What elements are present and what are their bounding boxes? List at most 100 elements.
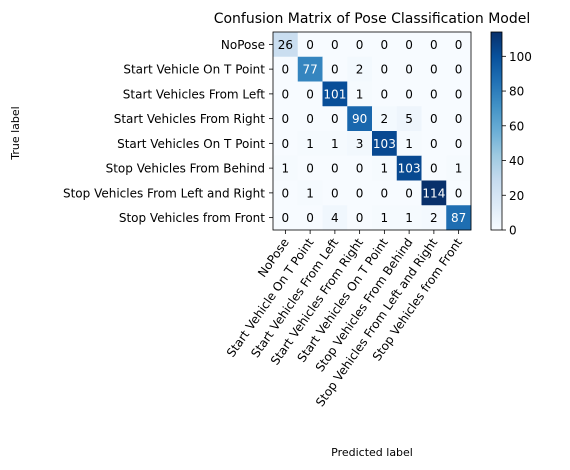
cell-value: 0: [282, 112, 290, 126]
matrix-cell: [347, 56, 373, 82]
cell-value: 2: [381, 112, 389, 126]
cell-value: 0: [306, 112, 314, 126]
matrix-cell: [446, 131, 472, 157]
matrix-cell: [347, 106, 373, 132]
cell-value: 0: [405, 63, 413, 77]
cell-value: 0: [405, 186, 413, 200]
cell-value: 0: [356, 38, 364, 52]
cell-value: 0: [331, 112, 339, 126]
cell-value: 0: [405, 38, 413, 52]
cell-value: 0: [306, 38, 314, 52]
cell-value: 0: [430, 112, 438, 126]
cell-value: 0: [381, 63, 389, 77]
colorbar-tick-label: 60: [509, 119, 524, 133]
cell-value: 0: [455, 137, 463, 151]
cell-value: 0: [306, 211, 314, 225]
cell-value: 0: [381, 87, 389, 101]
colorbar-tick-label: 100: [509, 50, 532, 64]
y-tick-label: Stop Vehicles from Front: [119, 211, 265, 225]
cell-value: 1: [282, 162, 290, 176]
cell-value: 0: [331, 186, 339, 200]
matrix-cell: [446, 180, 472, 206]
matrix-cell: [446, 56, 472, 82]
cell-value: 0: [282, 137, 290, 151]
cell-value: 0: [455, 38, 463, 52]
matrix-cell: [347, 205, 373, 231]
cell-value: 1: [405, 211, 413, 225]
cell-value: 101: [323, 87, 346, 101]
y-tick-label: Start Vehicles From Left: [123, 87, 266, 101]
matrix-cell: [421, 32, 447, 58]
cell-value: 0: [331, 63, 339, 77]
cell-value: 0: [306, 162, 314, 176]
cell-value: 0: [331, 162, 339, 176]
matrix-cell: [273, 180, 299, 206]
matrix-cell: [322, 180, 348, 206]
matrix-cell: [446, 81, 472, 107]
matrix-cell: [372, 32, 398, 58]
matrix-cell: [396, 81, 422, 107]
cell-value: 1: [381, 211, 389, 225]
matrix-cell: [322, 106, 348, 132]
cell-value: 77: [302, 63, 317, 77]
matrix-cell: [396, 205, 422, 231]
cell-value: 0: [455, 87, 463, 101]
cell-value: 1: [306, 137, 314, 151]
cell-value: 0: [356, 162, 364, 176]
y-tick-label: Start Vehicles On T Point: [117, 137, 265, 151]
matrix-cell: [396, 155, 422, 181]
cell-value: 0: [430, 63, 438, 77]
matrix-cell: [421, 81, 447, 107]
matrix-cell: [273, 131, 299, 157]
matrix-cell: [396, 131, 422, 157]
matrix-area: 26 0 0 0 0 0 0 00 77 0 2 0 0 0 00 0 101 1 0 0 0 00 0 0 90 2 5 0 00 1 1…: [272, 31, 472, 231]
matrix-frame: [272, 31, 472, 231]
cell-value: 103: [373, 137, 396, 151]
cell-value: 3: [356, 137, 364, 151]
cell-value: 0: [430, 137, 438, 151]
cell-value: 87: [451, 211, 466, 225]
cell-value: 90: [352, 112, 367, 126]
cell-value: 0: [455, 186, 463, 200]
y-tick-label: Stop Vehicles From Left and Right: [63, 186, 265, 200]
matrix-cell: [372, 205, 398, 231]
matrix-cell: [446, 32, 472, 58]
matrix-cell: [273, 205, 299, 231]
cell-value: 0: [455, 63, 463, 77]
matrix-cell: [297, 56, 323, 82]
matrix-cell: [396, 106, 422, 132]
matrix-cell: [396, 180, 422, 206]
colorbar-tick-label: 20: [509, 189, 524, 203]
matrix-cell: [421, 106, 447, 132]
matrix-cell: [273, 81, 299, 107]
matrix-cell: [347, 81, 373, 107]
matrix-cell: [297, 180, 323, 206]
matrix-cell: [421, 56, 447, 82]
cell-value: 1: [306, 186, 314, 200]
cell-value: 1: [356, 87, 364, 101]
matrix-cell: [322, 32, 348, 58]
matrix-cell: [347, 131, 373, 157]
matrix-cell: [372, 131, 398, 157]
cell-value: 1: [455, 162, 463, 176]
cell-value: 5: [405, 112, 413, 126]
cell-value: 0: [282, 63, 290, 77]
cell-value: 0: [356, 186, 364, 200]
matrix-cell: [421, 131, 447, 157]
cell-value: 2: [356, 63, 364, 77]
matrix-cell: [297, 32, 323, 58]
cell-value: 0: [405, 87, 413, 101]
matrix-cell: [347, 32, 373, 58]
matrix-cell: [297, 106, 323, 132]
cell-value: 0: [282, 87, 290, 101]
matrix-cell: [273, 155, 299, 181]
cell-value: 0: [430, 87, 438, 101]
cell-value: 1: [381, 162, 389, 176]
matrix-cell: [372, 155, 398, 181]
y-tick-label: NoPose: [221, 38, 265, 52]
cell-value: 0: [430, 38, 438, 52]
cell-value: 0: [381, 38, 389, 52]
cell-value: 0: [455, 112, 463, 126]
